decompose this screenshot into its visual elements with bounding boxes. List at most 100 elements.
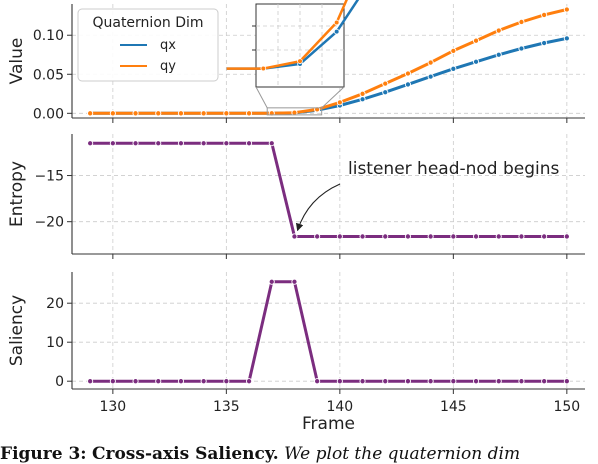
legend-frame — [77, 8, 219, 82]
data-point — [246, 110, 253, 117]
data-point — [336, 378, 343, 385]
x-tick-label: 135 — [213, 399, 240, 415]
data-point — [200, 110, 207, 117]
data-point — [87, 140, 94, 147]
data-point — [314, 233, 321, 240]
data-point — [382, 80, 389, 87]
x-tick-label: 150 — [553, 399, 580, 415]
data-point — [200, 140, 207, 147]
data-point — [246, 378, 253, 385]
zoom-region — [266, 107, 323, 116]
inset-point — [260, 65, 267, 72]
data-point — [518, 378, 525, 385]
y-tick-label: 0.05 — [33, 67, 64, 83]
data-point — [155, 110, 162, 117]
data-point — [404, 70, 411, 77]
data-point — [291, 233, 298, 240]
data-point — [382, 89, 389, 96]
caption-label: Figure 3: — [0, 444, 87, 464]
caption-text: We plot the quaternion dim — [284, 444, 521, 464]
data-point — [450, 233, 457, 240]
series-line-0 — [90, 280, 567, 383]
data-point — [472, 378, 480, 385]
series-line-0 — [90, 141, 567, 238]
data-point — [359, 96, 366, 103]
data-point — [132, 140, 139, 147]
data-point — [563, 233, 570, 240]
data-point — [541, 39, 548, 47]
y-tick-label: 0 — [55, 374, 64, 390]
y-tick-label: 20 — [46, 296, 64, 312]
data-point — [223, 110, 230, 117]
data-point — [541, 233, 548, 240]
legend-label-qy: qy — [160, 59, 176, 74]
data-point — [223, 140, 230, 147]
series-line-qy — [90, 8, 568, 115]
y-axis-label: Entropy — [7, 161, 27, 227]
data-point — [404, 378, 411, 385]
caption-title: Cross-axis Saliency. — [91, 444, 279, 464]
y-tick-label: 10 — [46, 335, 64, 351]
annotation-text: listener head-nod begins — [348, 159, 560, 179]
data-point — [87, 110, 94, 117]
x-tick-label: 140 — [326, 399, 353, 415]
data-point — [427, 59, 434, 66]
data-point — [382, 233, 389, 240]
y-tick-label: 0.00 — [33, 106, 64, 122]
inset-point — [333, 19, 340, 26]
data-point — [427, 73, 434, 80]
data-point — [109, 140, 116, 147]
panel-value: 0.00 0.05 0.10 Value Quaternion Dim qx qy — [7, 0, 585, 123]
inset-point — [333, 28, 340, 35]
data-point — [87, 378, 94, 385]
figure: 0.00 0.05 0.10 Value Quaternion Dim qx qy −15 −2… — [7, 0, 585, 434]
data-point — [495, 233, 502, 240]
data-point — [155, 378, 162, 385]
data-point — [200, 378, 207, 385]
legend-title: Quaternion Dim — [92, 15, 203, 31]
panel-saliency: 0 10 20 Saliency 130 135 140 145 150 Frame — [7, 272, 585, 434]
inset-point — [297, 58, 303, 64]
data-point — [359, 233, 366, 240]
data-point — [427, 233, 434, 240]
data-point — [472, 58, 480, 65]
data-point — [563, 378, 570, 385]
data-point — [291, 278, 298, 285]
figure-caption: Figure 3: Cross-axis Saliency. We plot t… — [0, 444, 598, 464]
data-point — [495, 27, 502, 34]
zoom-connector — [255, 86, 268, 109]
y-tick-label: −15 — [34, 169, 64, 185]
data-point — [427, 378, 434, 385]
y-axis-label: Value — [7, 38, 27, 85]
data-point — [359, 90, 366, 97]
data-point — [404, 233, 411, 240]
inset-zoom — [226, 0, 360, 88]
data-point — [132, 378, 139, 385]
panel-entropy: −15 −20 Entropy listener head-nod begins — [7, 134, 585, 259]
data-point — [359, 378, 366, 385]
data-point — [518, 18, 525, 26]
x-axis-label: Frame — [302, 414, 355, 434]
annotation-arrow — [295, 183, 341, 232]
data-point — [132, 110, 139, 117]
data-point — [109, 110, 116, 117]
data-point — [155, 140, 162, 147]
data-point — [404, 81, 411, 88]
data-point — [450, 47, 457, 54]
x-tick-label: 130 — [99, 399, 126, 415]
data-point — [177, 378, 185, 385]
data-point — [109, 378, 116, 385]
data-point — [495, 51, 502, 58]
zoom-connector — [321, 86, 345, 109]
data-point — [518, 233, 525, 240]
data-point — [382, 378, 389, 385]
data-point — [472, 37, 480, 44]
data-point — [450, 65, 457, 72]
data-point — [246, 140, 253, 147]
y-axis-label: Saliency — [7, 295, 27, 366]
data-point — [177, 140, 185, 147]
data-point — [314, 378, 321, 385]
data-point — [336, 233, 343, 240]
data-point — [472, 233, 480, 240]
data-point — [223, 378, 230, 385]
